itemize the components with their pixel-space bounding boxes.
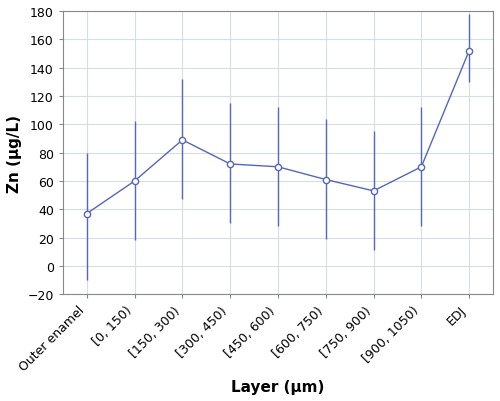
X-axis label: Layer (μm): Layer (μm) — [232, 379, 324, 394]
Y-axis label: Zn (μg/L): Zn (μg/L) — [7, 114, 22, 192]
